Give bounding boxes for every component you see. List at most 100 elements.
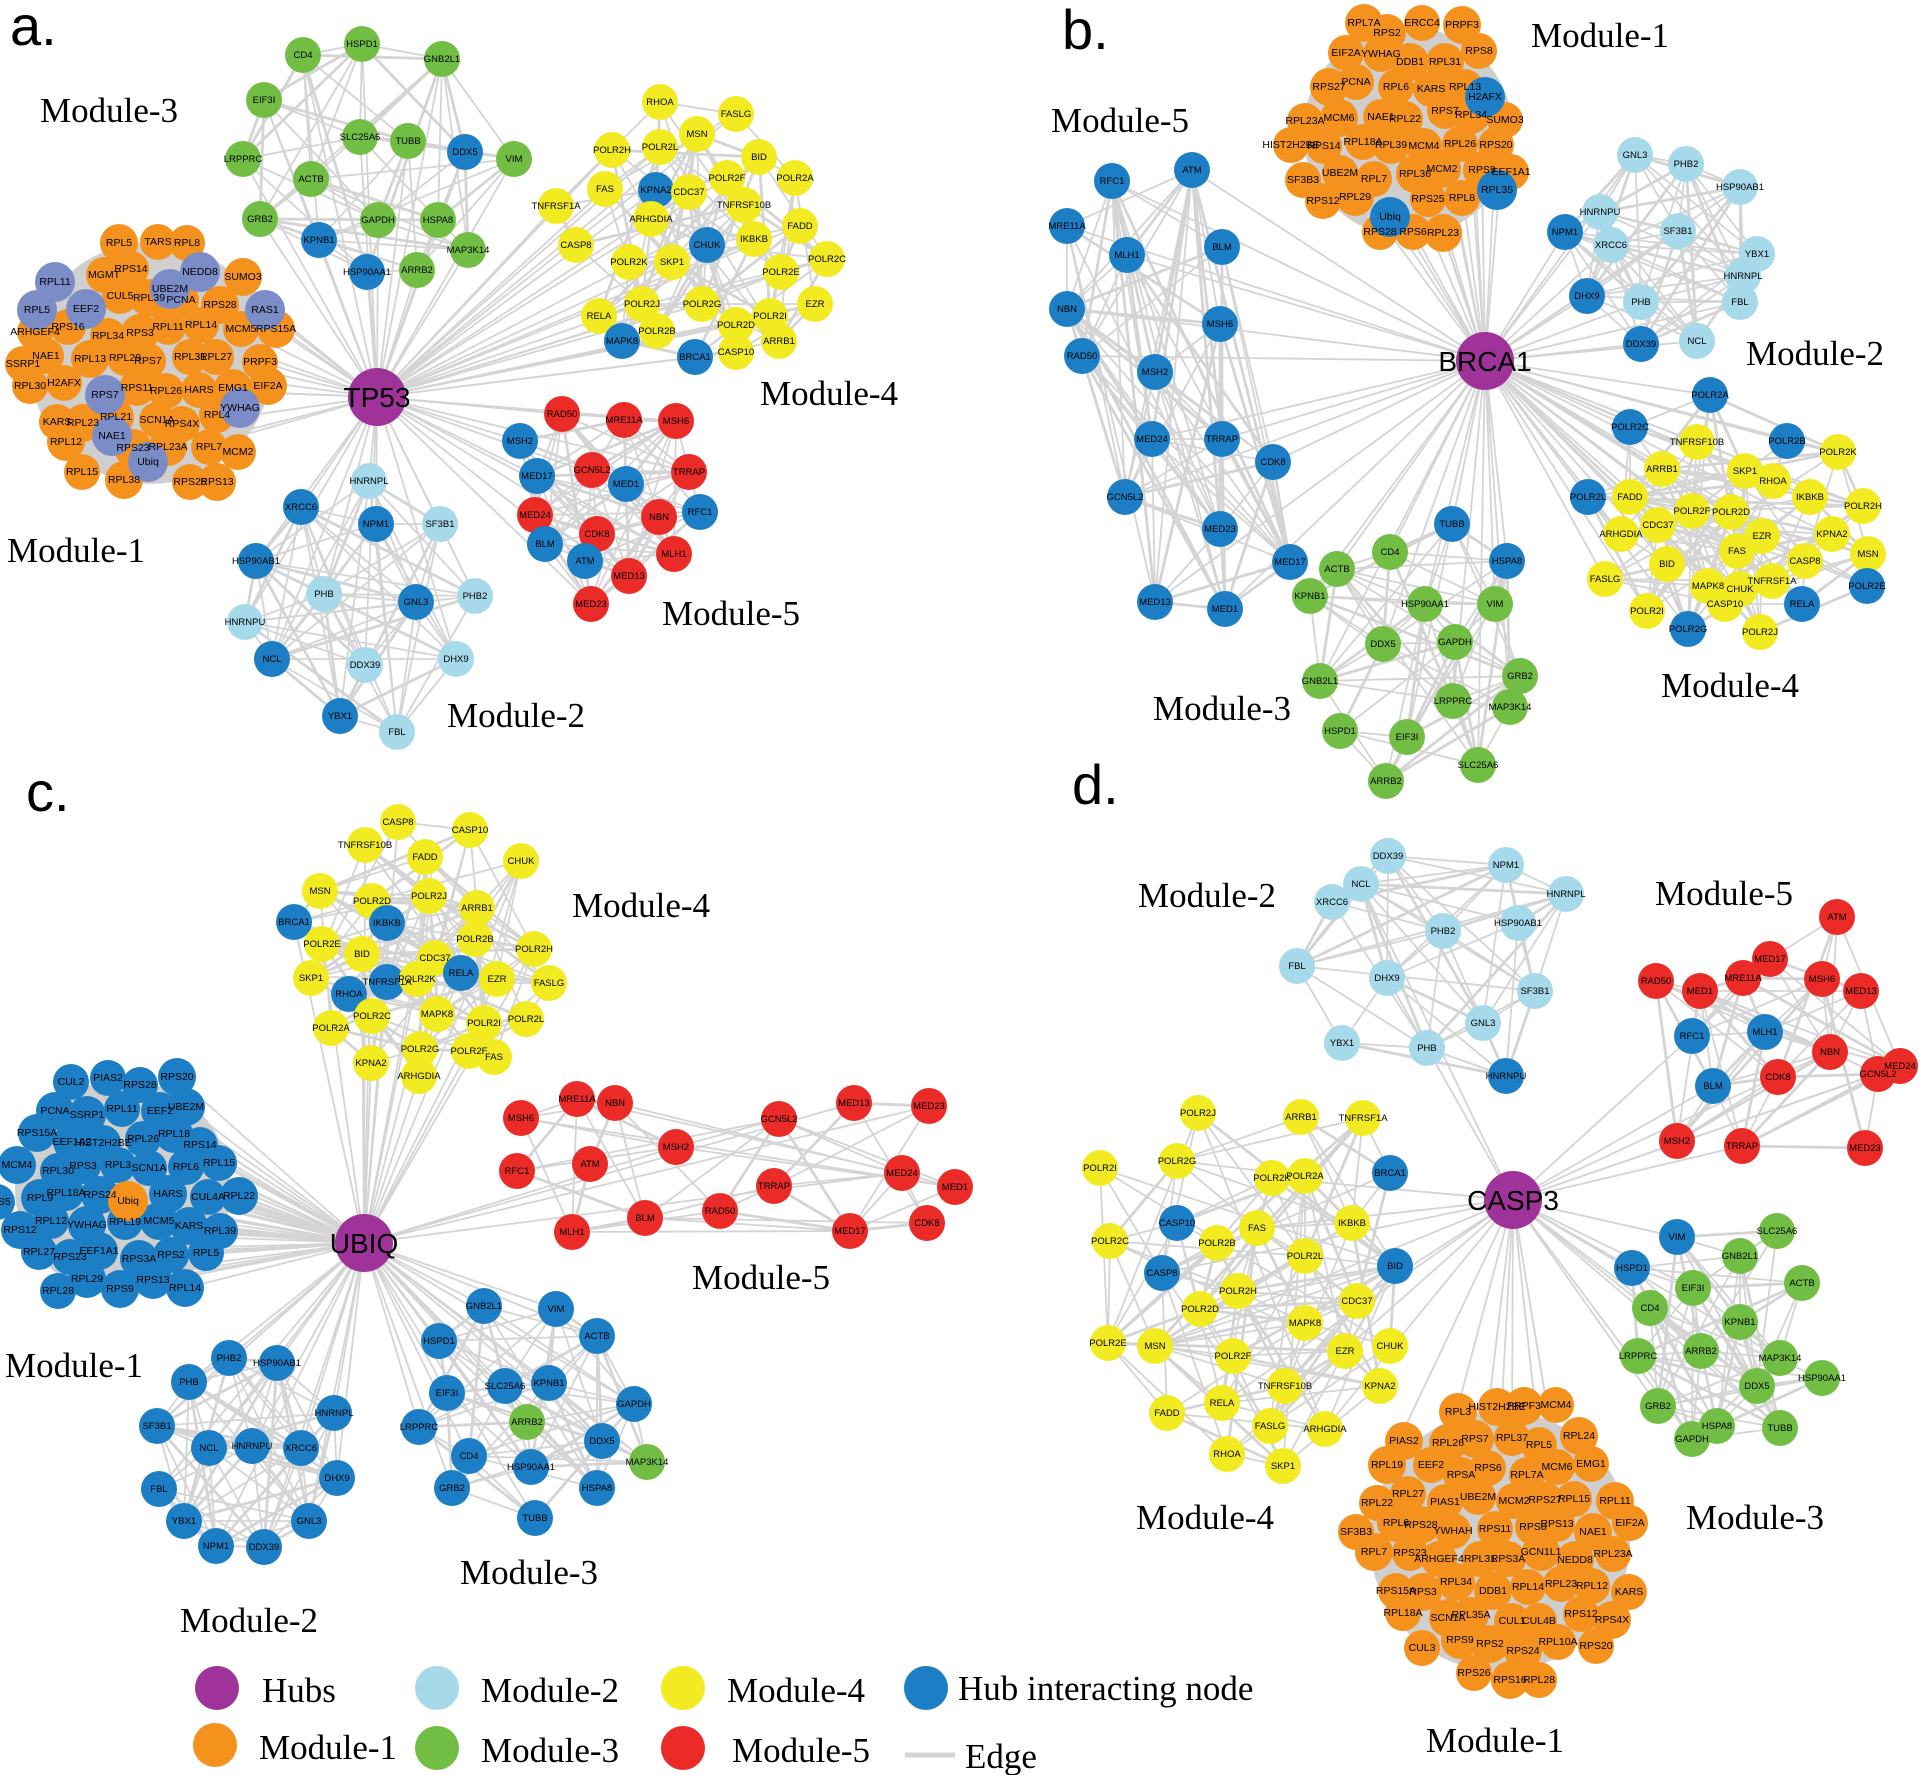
svg-text:FADD: FADD (787, 221, 812, 232)
svg-text:GNB2L1: GNB2L1 (1302, 676, 1338, 687)
svg-text:POLR2D: POLR2D (353, 896, 391, 907)
svg-text:PHB: PHB (1417, 1043, 1437, 1054)
svg-text:EIF3I: EIF3I (253, 95, 276, 106)
svg-text:YBX1: YBX1 (328, 711, 352, 722)
svg-text:RPL5: RPL5 (193, 1247, 219, 1259)
svg-text:LRPPRC: LRPPRC (1434, 696, 1473, 707)
svg-text:PRPF3: PRPF3 (1507, 1400, 1541, 1412)
svg-text:RPL23A: RPL23A (1593, 1548, 1632, 1560)
svg-text:RFC1: RFC1 (505, 1166, 530, 1177)
svg-text:NBN: NBN (1820, 1047, 1840, 1058)
svg-text:NEDD8: NEDD8 (1557, 1554, 1593, 1566)
svg-text:UBE2M: UBE2M (1460, 1491, 1496, 1503)
svg-text:ATM: ATM (575, 556, 594, 567)
svg-text:TRRAP: TRRAP (1206, 434, 1238, 445)
svg-text:HSPA8: HSPA8 (582, 1483, 612, 1494)
svg-text:MSN: MSN (686, 129, 707, 140)
svg-text:Hub interacting node: Hub interacting node (958, 1669, 1253, 1708)
svg-text:ATM: ATM (1182, 165, 1201, 176)
svg-text:IKBKB: IKBKB (740, 234, 768, 245)
svg-text:TUBB: TUBB (1439, 519, 1464, 530)
svg-text:CD4: CD4 (459, 1451, 478, 1462)
svg-text:RPL11: RPL11 (152, 321, 183, 333)
svg-text:RPS8: RPS8 (1465, 45, 1493, 57)
svg-text:ACTB: ACTB (298, 174, 323, 185)
svg-text:POLR2I: POLR2I (1630, 606, 1664, 617)
svg-text:POLR2K: POLR2K (610, 257, 648, 268)
svg-text:RAD50: RAD50 (705, 1206, 736, 1217)
svg-text:RPS16: RPS16 (51, 321, 84, 333)
svg-text:CD4: CD4 (293, 50, 312, 61)
svg-text:BLM: BLM (535, 539, 555, 550)
svg-text:HNRNPU: HNRNPU (1580, 207, 1621, 218)
svg-text:EZR: EZR (806, 299, 825, 310)
svg-text:XRCC6: XRCC6 (285, 502, 317, 513)
svg-text:POLR2A: POLR2A (312, 1023, 350, 1034)
svg-text:HIST2H2BE: HIST2H2BE (1468, 1401, 1525, 1413)
svg-text:NAE1: NAE1 (98, 430, 126, 442)
svg-text:POLR2E: POLR2E (1848, 581, 1886, 592)
svg-text:Module-2: Module-2 (1746, 334, 1884, 373)
svg-text:CDC37: CDC37 (1642, 520, 1673, 531)
svg-text:GAPDH: GAPDH (617, 1399, 651, 1410)
svg-text:MAPK8: MAPK8 (606, 336, 638, 347)
svg-text:MRE11A: MRE11A (558, 1094, 596, 1105)
svg-text:GRB2: GRB2 (439, 1483, 465, 1494)
svg-text:POLR2F: POLR2F (1674, 506, 1711, 517)
svg-text:PCNA: PCNA (166, 294, 195, 306)
svg-text:FASLG: FASLG (721, 109, 752, 120)
svg-text:BID: BID (1659, 559, 1675, 570)
svg-text:CD4: CD4 (1640, 1303, 1659, 1314)
svg-text:RPL34: RPL34 (1455, 109, 1487, 121)
svg-text:SF3B1: SF3B1 (1520, 986, 1549, 997)
svg-text:HSP90AB1: HSP90AB1 (253, 1358, 301, 1369)
svg-text:POLR2L: POLR2L (1570, 492, 1606, 503)
svg-text:Ubiq: Ubiq (117, 1195, 139, 1207)
svg-text:BLM: BLM (635, 1213, 655, 1224)
svg-text:RPS7: RPS7 (134, 355, 162, 367)
svg-text:TNFRSF10B: TNFRSF10B (717, 200, 771, 211)
svg-text:RPL27: RPL27 (23, 1246, 55, 1258)
svg-text:VIM: VIM (1487, 599, 1504, 610)
svg-text:RPL31: RPL31 (174, 351, 206, 363)
svg-text:RELA: RELA (1790, 599, 1815, 610)
svg-text:MCM4: MCM4 (2, 1159, 33, 1171)
svg-text:FAS: FAS (1248, 1223, 1266, 1234)
svg-text:MED1: MED1 (613, 479, 639, 490)
svg-text:GCN5L2: GCN5L2 (761, 1114, 798, 1125)
svg-text:RPS12: RPS12 (1306, 195, 1339, 207)
svg-text:RPL26: RPL26 (127, 1133, 159, 1145)
svg-text:ARRB1: ARRB1 (763, 336, 795, 347)
svg-text:NAE1: NAE1 (1367, 111, 1395, 123)
svg-text:Hubs: Hubs (262, 1671, 336, 1710)
svg-text:MED17: MED17 (521, 471, 553, 482)
svg-text:RPS12: RPS12 (1564, 1608, 1597, 1620)
svg-text:RPS13: RPS13 (200, 476, 233, 488)
svg-text:PCNA: PCNA (40, 1105, 69, 1117)
svg-text:POLR2J: POLR2J (411, 891, 447, 902)
svg-text:MCM2: MCM2 (223, 446, 254, 458)
svg-text:YBX1: YBX1 (1745, 249, 1769, 260)
svg-text:HNRNPL: HNRNPL (1546, 889, 1585, 900)
svg-text:Module-4: Module-4 (760, 374, 898, 413)
svg-text:ERCC4: ERCC4 (1404, 17, 1440, 29)
svg-text:NCL: NCL (1687, 336, 1706, 347)
svg-text:MED24: MED24 (519, 510, 551, 521)
svg-text:RPL29: RPL29 (71, 1273, 103, 1285)
svg-text:EEF1A1: EEF1A1 (79, 1245, 118, 1257)
svg-text:RPS15A: RPS15A (17, 1127, 57, 1139)
svg-text:TUBB: TUBB (395, 136, 420, 147)
svg-text:ARHGEF4: ARHGEF4 (1414, 1553, 1464, 1565)
svg-text:MED1: MED1 (1687, 986, 1713, 997)
svg-text:RPS23: RPS23 (116, 442, 149, 454)
svg-text:MED24: MED24 (1136, 434, 1168, 445)
svg-text:RPL5: RPL5 (106, 237, 132, 249)
svg-text:RPS20: RPS20 (1579, 1640, 1612, 1652)
svg-text:Module-1: Module-1 (1531, 16, 1669, 55)
svg-text:MAP3K14: MAP3K14 (626, 1457, 669, 1468)
svg-text:POLR2K: POLR2K (398, 974, 436, 985)
svg-text:RHOA: RHOA (335, 989, 363, 1000)
svg-text:DHX9: DHX9 (443, 654, 468, 665)
svg-text:RPL18: RPL18 (158, 1128, 190, 1140)
svg-text:CASP10: CASP10 (718, 347, 754, 358)
